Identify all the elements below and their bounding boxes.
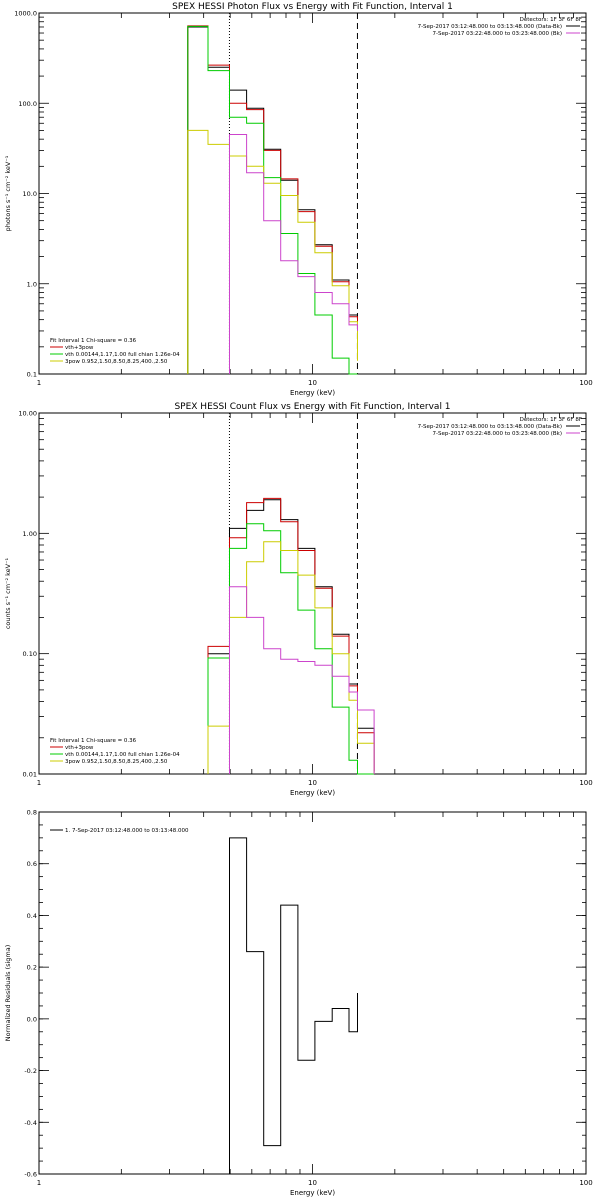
legend-entry: 3pow 0.952,1.50,8.50,8.25,400.,2.50 [65,359,168,365]
legend-entry: vth 0.00144,1.17,1.00 full chian 1.26e-0… [65,352,180,358]
y-tick-label: 0.01 [23,771,37,779]
y-tick-label: 1.00 [23,530,37,538]
y-axis-label: photons s⁻¹ cm⁻² keV⁻¹ [4,155,12,231]
y-tick-label: 1000.0 [14,10,37,18]
legend-entry: vth 0.00144,1.17,1.00 full chian 1.26e-0… [65,752,180,758]
legend-entry: Detectors: 1F 3F 6F 8F [520,417,582,423]
legend-entry: 7-Sep-2017 03:22:48.000 to 03:23:48.000 … [433,431,563,437]
y-tick-label: 1.0 [27,280,37,288]
y-tick-label: 10.0 [23,190,37,198]
series-fit_total-step [187,25,358,374]
legend-entry: Detectors: 1F 3F 6F 8F [520,17,582,23]
x-axis-label: Energy (keV) [290,1189,335,1197]
y-tick-label: 0.2 [27,964,37,972]
chart-title: SPEX HESSI Count Flux vs Energy with Fit… [174,402,450,412]
y-tick-label: 0.4 [27,912,37,920]
legend-entry: 1. 7-Sep-2017 03:12:48.000 to 03:13:48.0… [65,828,189,834]
x-tick-label: 10 [308,379,317,387]
plot-frame [38,811,587,1175]
y-tick-label: 0.8 [27,809,37,817]
x-tick-label: 10 [308,779,317,787]
series-vth-step [187,25,358,375]
x-tick-label: 10 [308,1179,317,1187]
legend-entry: vth+3pow [65,345,94,351]
legend-entry: Fit Interval 1 Chi-square = 0.36 [50,338,137,344]
x-tick-label: 1 [37,1179,41,1187]
legend-entry: 7-Sep-2017 03:22:48.000 to 03:23:48.000 … [433,31,563,37]
plot-frame [38,12,587,375]
y-tick-label: 0.10 [23,650,37,658]
legend-entry: Fit Interval 1 Chi-square = 0.36 [50,738,137,744]
y-tick-label: 10.00 [18,410,37,418]
x-axis-label: Energy (keV) [290,789,335,797]
y-tick-label: 100.0 [18,100,37,108]
y-axis-label: counts s⁻¹ cm⁻² keV⁻¹ [4,557,12,629]
series-pow-step [207,541,375,774]
y-axis-label: Normalized Residuals (sigma) [4,945,12,1042]
y-tick-label: -0.6 [24,1171,37,1179]
series-data-step [229,837,358,1174]
x-tick-label: 100 [579,1179,592,1187]
x-tick-label: 1 [37,379,41,387]
series-fit_total-step [207,497,375,774]
x-tick-label: 100 [579,379,592,387]
legend-entry: 7-Sep-2017 03:12:48.000 to 03:13:48.000 … [418,424,562,430]
series-pow-step [187,129,358,374]
x-tick-label: 100 [579,779,592,787]
y-tick-label: -0.4 [24,1119,37,1127]
y-tick-label: 0.6 [27,860,37,868]
x-tick-label: 1 [37,779,41,787]
legend-entry: 3pow 0.952,1.50,8.50,8.25,400.,2.50 [65,759,168,765]
y-tick-label: -0.2 [24,1067,37,1075]
series-background-step [229,586,375,774]
legend-entry: 7-Sep-2017 03:12:48.000 to 03:13:48.000 … [418,24,562,30]
legend-entry: vth+3pow [65,745,94,751]
chart-title: SPEX HESSI Photon Flux vs Energy with Fi… [172,2,453,12]
y-tick-label: 0.0 [27,1015,37,1023]
plot-frame [38,412,587,775]
series-background-step [229,134,358,374]
x-axis-label: Energy (keV) [290,389,335,397]
y-tick-label: 0.1 [27,371,37,379]
